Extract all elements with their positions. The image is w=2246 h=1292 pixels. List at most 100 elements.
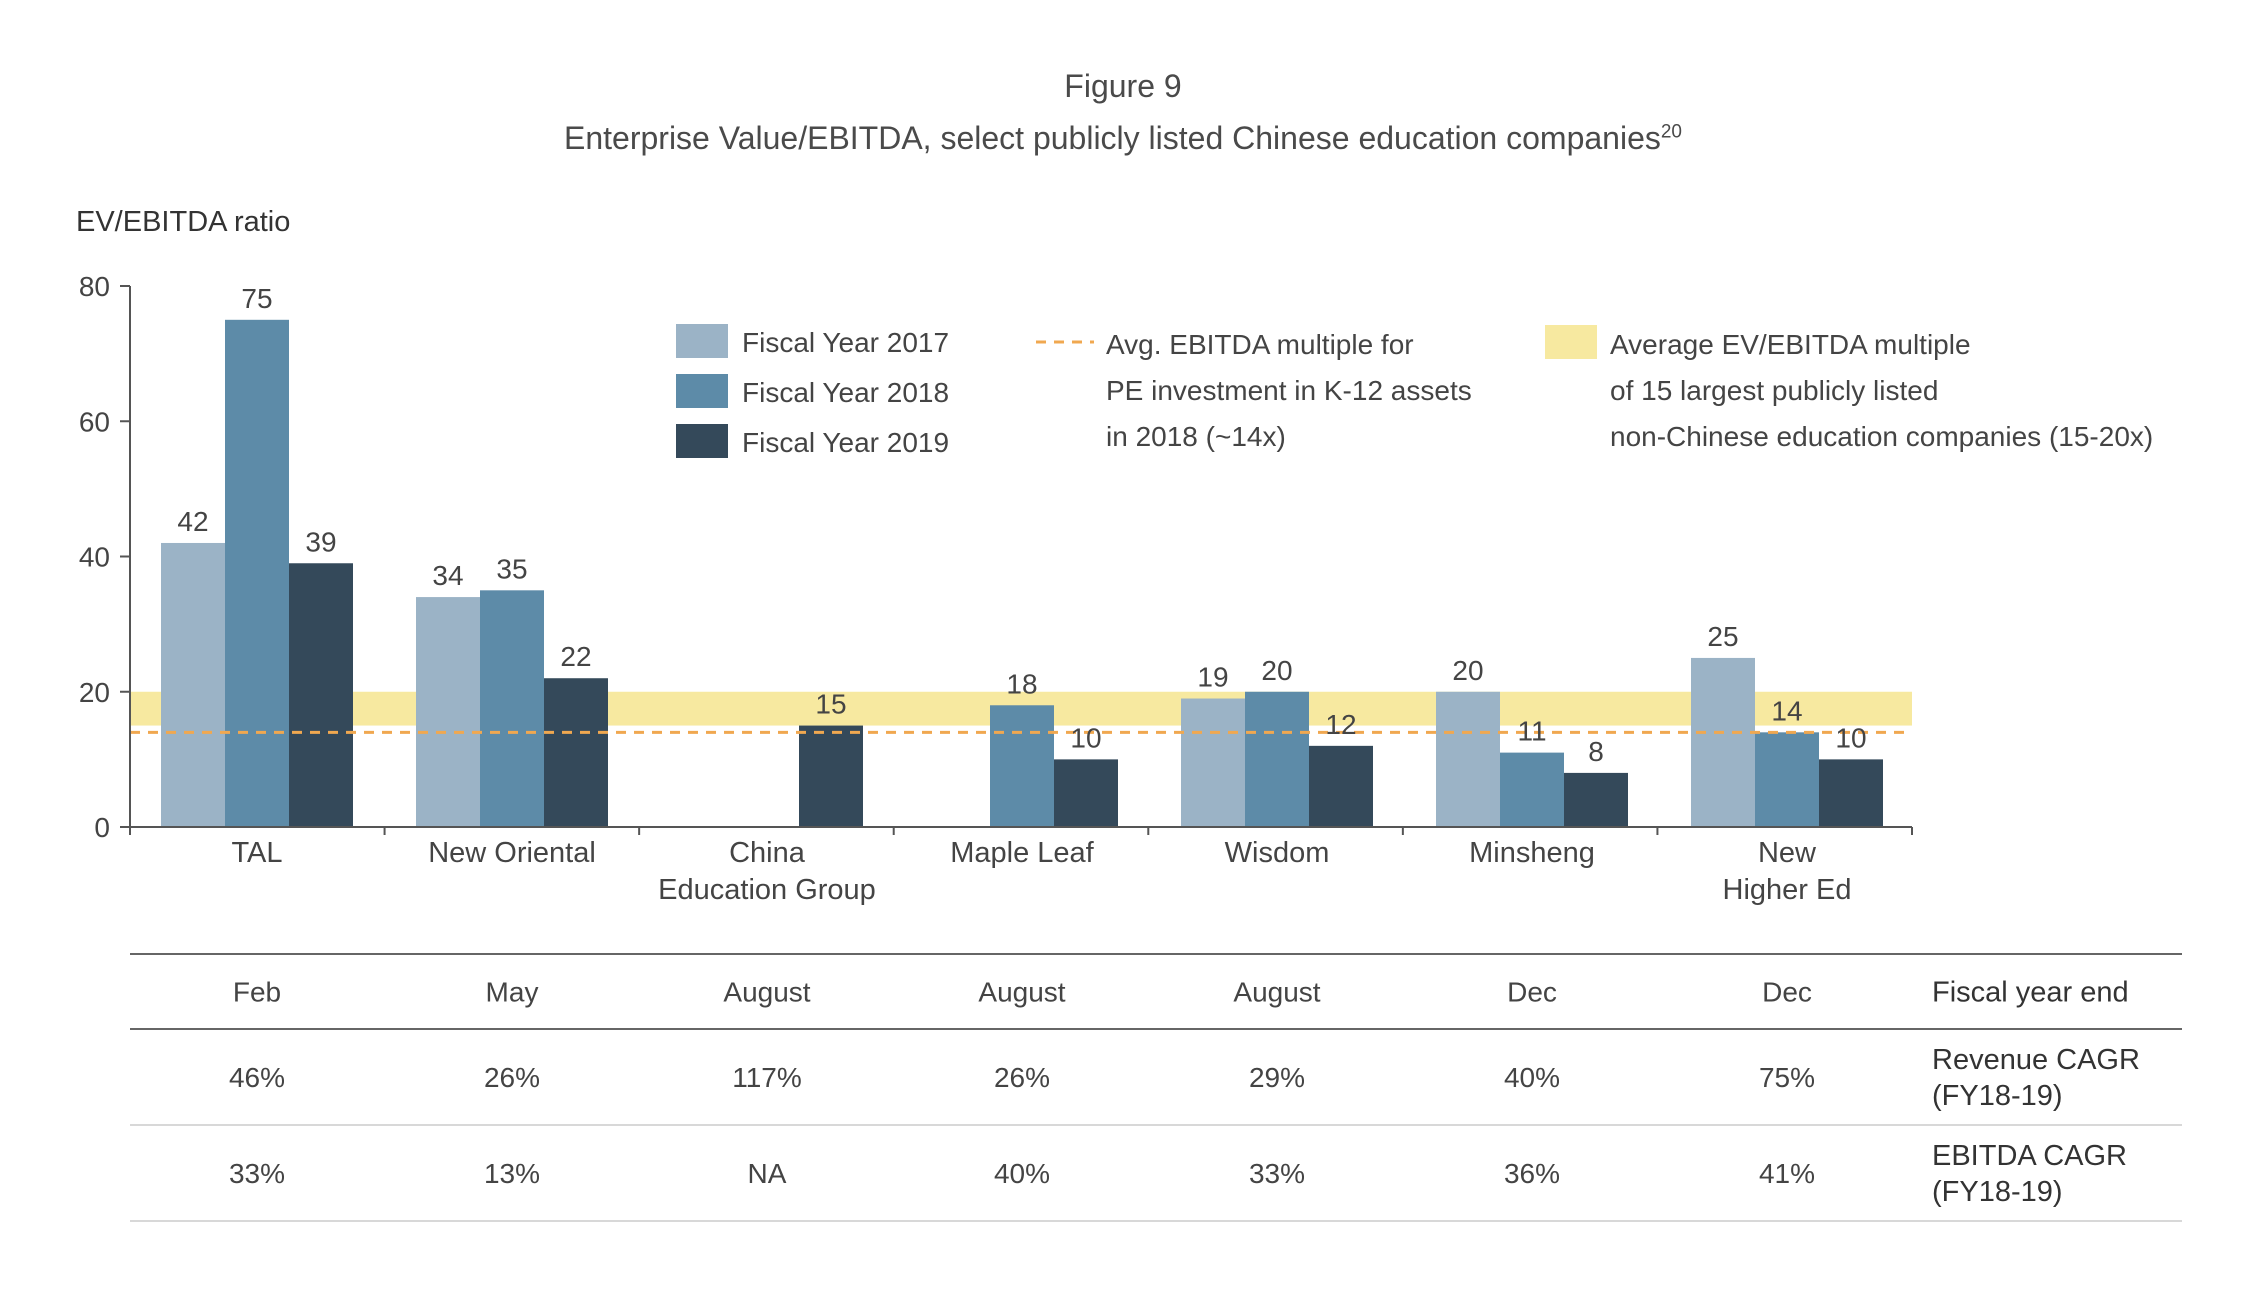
table-cell: 26% — [484, 1062, 540, 1093]
bar-1-2 — [416, 597, 480, 827]
metrics-table: Feb May August August August Dec Dec Fiscal yea… — [130, 953, 2182, 1222]
table-row-header: Fiscal year end — [1932, 977, 2129, 1009]
bar-2-5 — [1245, 691, 1309, 827]
legend-line-label: in 2018 (~14x) — [1106, 421, 1286, 452]
bar-value-label: 25 — [1707, 621, 1738, 652]
table-row-header-line: Fiscal year end — [1932, 977, 2129, 1009]
legend-label-2: Fiscal Year 2018 — [742, 377, 949, 408]
table-cell: 117% — [732, 1062, 802, 1093]
table-cell: 33% — [229, 1158, 285, 1189]
table-cell: 75% — [1759, 1062, 1815, 1093]
legend-swatch-2 — [676, 374, 728, 408]
figure-title: Enterprise Value/EBITDA, select publicly… — [0, 120, 2246, 157]
bar-1-7 — [1691, 657, 1755, 827]
table-cell: 29% — [1249, 1062, 1305, 1093]
bar-value-label: 39 — [305, 526, 336, 557]
bar-3-4 — [1054, 759, 1118, 827]
y-tick-label: 20 — [79, 677, 110, 708]
figure-title-footnote: 20 — [1660, 121, 1682, 143]
table-row-header-line: (FY18-19) — [1932, 1176, 2063, 1208]
bar-value-label: 22 — [560, 641, 591, 672]
bar-value-label: 75 — [241, 283, 272, 314]
table-cell: August — [1233, 977, 1320, 1008]
bar-value-label: 20 — [1261, 655, 1292, 686]
category-label-line: New — [1758, 837, 1817, 869]
bar-value-label: 42 — [177, 506, 208, 537]
bar-value-label: 11 — [1517, 716, 1546, 747]
legend-band-label: non-Chinese education companies (15-20x) — [1610, 421, 2153, 452]
category-label: TAL — [231, 837, 282, 869]
legend-label-3: Fiscal Year 2019 — [742, 427, 949, 458]
table-cell: 13% — [484, 1158, 540, 1189]
axes-layer: 0 20 40 60 80 TAL New Oriental China Education G… — [79, 271, 1913, 906]
bar-value-label: 14 — [1771, 695, 1802, 726]
bar-2-7 — [1755, 732, 1819, 827]
y-tick-label: 60 — [79, 406, 110, 437]
legend-label-1: Fiscal Year 2017 — [742, 327, 949, 358]
table-cell: Feb — [233, 977, 281, 1008]
category-label: Maple Leaf — [950, 837, 1094, 869]
bar-1-6 — [1436, 691, 1500, 827]
category-label-line: Higher Ed — [1723, 874, 1852, 906]
legend-band-label: of 15 largest publicly listed — [1610, 375, 1938, 406]
table-cell: 46% — [229, 1062, 285, 1093]
table-cell: 26% — [994, 1062, 1050, 1093]
bar-value-label: 19 — [1197, 662, 1228, 693]
figure-label: Figure 9 — [1064, 68, 1182, 104]
category-label: Minsheng — [1469, 837, 1595, 869]
category-label-line: Education Group — [658, 874, 876, 906]
category-label-line: Wisdom — [1225, 837, 1330, 869]
bar-1-1 — [161, 542, 225, 827]
category-label-line: TAL — [231, 837, 282, 869]
bar-value-label: 8 — [1588, 736, 1604, 767]
table-cell: Dec — [1762, 977, 1812, 1008]
bar-value-label: 35 — [496, 553, 527, 584]
legend-line-label: PE investment in K-12 assets — [1106, 375, 1472, 406]
table-cell: May — [486, 977, 539, 1008]
table-cell: NA — [748, 1158, 787, 1189]
legend-line-label: Avg. EBITDA multiple for — [1106, 329, 1414, 360]
table-cell: August — [978, 977, 1065, 1008]
table-row-header-line: EBITDA CAGR — [1932, 1140, 2127, 1172]
category-label: New Higher Ed — [1723, 837, 1852, 906]
category-label-line: China — [729, 837, 806, 869]
table-cell: 33% — [1249, 1158, 1305, 1189]
legend-swatch-1 — [676, 324, 728, 358]
table-cell: Dec — [1507, 977, 1557, 1008]
value-labels-layer: 42 75 39 34 35 22 15 18 10 19 20 12 20 11 8 25 14 10 — [177, 283, 1866, 767]
legend: Fiscal Year 2017 Fiscal Year 2018 Fiscal Y… — [676, 324, 2153, 458]
bar-value-label: 18 — [1006, 668, 1037, 699]
bar-3-2 — [544, 678, 608, 827]
bar-3-5 — [1309, 745, 1373, 827]
y-tick-label: 40 — [79, 542, 110, 573]
table-cell: 40% — [1504, 1062, 1560, 1093]
y-tick-label: 0 — [94, 812, 110, 843]
bar-value-label: 10 — [1070, 722, 1101, 753]
bar-value-label: 10 — [1835, 722, 1866, 753]
bar-value-label: 34 — [432, 560, 463, 591]
figure-title-text: Enterprise Value/EBITDA, select publicly… — [564, 120, 1661, 156]
table-row-header: EBITDA CAGR (FY18-19) — [1932, 1140, 2127, 1208]
table-cell: August — [723, 977, 810, 1008]
category-label: Wisdom — [1225, 837, 1330, 869]
legend-swatch-3 — [676, 424, 728, 458]
category-label-line: Minsheng — [1469, 837, 1595, 869]
y-axis-title: EV/EBITDA ratio — [76, 206, 291, 238]
category-label: China Education Group — [658, 837, 876, 906]
table-row-header-line: Revenue CAGR — [1932, 1044, 2140, 1076]
bar-3-3 — [799, 725, 863, 827]
y-tick-label: 80 — [79, 271, 110, 302]
bar-2-1 — [225, 319, 289, 827]
table-row-header: Revenue CAGR (FY18-19) — [1932, 1044, 2140, 1112]
bar-2-4 — [990, 705, 1054, 827]
category-label-line: Maple Leaf — [950, 837, 1094, 869]
legend-band-label: Average EV/EBITDA multiple — [1610, 329, 1971, 360]
bar-value-label: 12 — [1325, 709, 1356, 740]
category-label-line: New Oriental — [428, 837, 596, 869]
bar-3-7 — [1819, 759, 1883, 827]
bar-1-5 — [1181, 698, 1245, 827]
table-row-header-line: (FY18-19) — [1932, 1080, 2063, 1112]
bar-3-1 — [289, 563, 353, 827]
table-cell: 36% — [1504, 1158, 1560, 1189]
